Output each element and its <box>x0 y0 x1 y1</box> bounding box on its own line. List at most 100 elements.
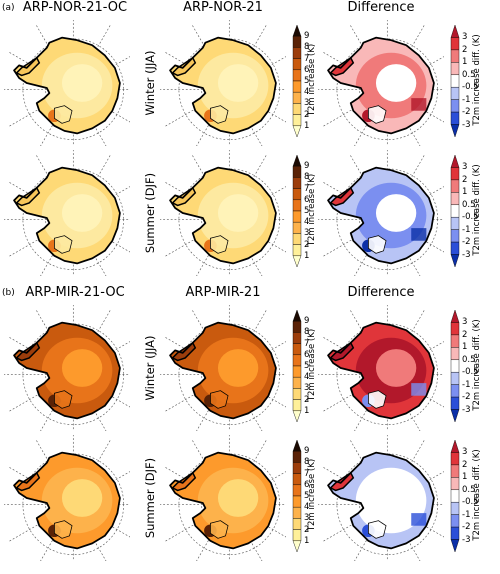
colorbar-segment <box>292 309 302 322</box>
map-s1-r0-c2 <box>318 305 444 431</box>
colorbar-tick-label: 2 <box>304 109 310 120</box>
colorbar-segment <box>450 217 460 230</box>
colorbar-tick-label: 9 <box>304 161 310 172</box>
colorbar-segment <box>450 477 460 490</box>
colorbar-tick-label: 4 <box>304 372 310 383</box>
colorbar-segment <box>450 24 460 38</box>
colorbar-segment <box>450 526 460 540</box>
colorbar-tick-label: -3 <box>462 249 471 260</box>
colorbar-segment <box>450 37 460 51</box>
map-s0-r0-c1 <box>160 20 286 146</box>
colorbar-tick-label: 9 <box>304 446 310 457</box>
colorbar-segment <box>450 372 460 385</box>
colorbar-segment <box>450 111 460 125</box>
diff-colorbar <box>450 154 460 268</box>
row-label: Summer (DJF) <box>143 457 157 539</box>
colorbar-segment <box>292 388 302 400</box>
column-title: ARP-NOR-21 <box>183 0 263 15</box>
colorbar-segment <box>292 69 302 82</box>
row-label: Winter (JJA) <box>143 335 157 401</box>
colorbar-segment <box>292 365 302 378</box>
colorbar-segment <box>292 332 302 344</box>
colorbar-tick-label: 1 <box>304 120 310 131</box>
colorbar-tick-label: 8 <box>304 327 310 338</box>
colorbar-segment <box>292 47 302 59</box>
colorbar-segment <box>292 244 302 256</box>
colorbar-segment <box>292 410 302 423</box>
colorbar-segment <box>292 177 302 189</box>
colorbar-tick-label: 9 <box>304 31 310 42</box>
colorbar-tick-label: -3 <box>462 404 471 415</box>
colorbar-label: T2m increase (K) <box>307 458 317 532</box>
map-s0-r1-c1 <box>160 150 286 276</box>
colorbar-segment <box>292 354 302 367</box>
colorbar-segment <box>292 484 302 497</box>
diff-colorbar <box>450 309 460 423</box>
colorbar-label: T2m increase diff. (K) <box>472 34 482 126</box>
colorbar-tick-label: 3 <box>304 513 310 524</box>
colorbar-tick-label: 2 <box>462 44 468 55</box>
colorbar-tick-label: 3 <box>462 32 468 43</box>
colorbar-segment <box>450 154 460 168</box>
colorbar-segment <box>450 539 460 553</box>
colorbar-segment <box>292 36 302 48</box>
colorbar-tick-label: 6 <box>304 64 310 75</box>
colorbar-segment <box>450 409 460 423</box>
colorbar-tick-label: 5 <box>304 361 310 371</box>
colorbar-tick-label: 6 <box>304 349 310 360</box>
colorbar-label: T2m increase diff. (K) <box>472 164 482 256</box>
colorbar-segment <box>292 166 302 178</box>
colorbar-tick-label: 5 <box>304 76 310 86</box>
row-label: Summer (DJF) <box>143 172 157 254</box>
colorbar-segment <box>450 62 460 75</box>
colorbar-tick-label: 1 <box>462 187 468 198</box>
colorbar-tick-label: 5 <box>304 206 310 216</box>
colorbar-tick-label: 7 <box>304 53 310 64</box>
colorbar-tick-label: -0.5 <box>462 212 479 223</box>
colorbar-segment <box>450 359 460 373</box>
colorbar-tick-label: 3 <box>462 162 468 173</box>
colorbar-segment <box>450 204 460 218</box>
colorbar-label: T2m increase (K) <box>307 328 317 402</box>
map-s0-r1-c0 <box>4 150 130 276</box>
panel-label: (a) <box>2 3 15 13</box>
colorbar-tick-label: 3 <box>462 447 468 458</box>
colorbar-tick-label: -2 <box>462 522 471 533</box>
colorbar-tick-label: 2 <box>304 524 310 535</box>
colorbar-tick-label: 7 <box>304 183 310 194</box>
colorbar-segment <box>292 154 302 167</box>
colorbar-segment <box>292 58 302 70</box>
colorbar-label: T2m increase (K) <box>307 173 317 247</box>
colorbar-tick-label: 9 <box>304 316 310 327</box>
colorbar-segment <box>450 241 460 255</box>
diff-colorbar <box>450 439 460 553</box>
colorbar-tick-label: 2 <box>462 174 468 185</box>
colorbar-tick-label: -1 <box>462 94 471 105</box>
colorbar-segment <box>292 343 302 355</box>
colorbar-tick-label: -3 <box>462 534 471 545</box>
colorbar-segment <box>292 321 302 333</box>
abs-colorbar <box>292 154 302 268</box>
colorbar-segment <box>292 495 302 508</box>
colorbar-tick-label: -0.5 <box>462 367 479 378</box>
colorbar-tick-label: 4 <box>304 217 310 228</box>
colorbar-segment <box>292 222 302 234</box>
colorbar-tick-label: 7 <box>304 338 310 349</box>
map-s0-r1-c2 <box>318 150 444 276</box>
colorbar-tick-label: 1 <box>462 472 468 483</box>
colorbar-tick-label: -0.5 <box>462 497 479 508</box>
colorbar-tick-label: -2 <box>462 107 471 118</box>
colorbar-segment <box>292 199 302 212</box>
column-title: ARP-MIR-21 <box>185 285 261 300</box>
colorbar-segment <box>450 124 460 138</box>
column-title: ARP-MIR-21-OC <box>25 285 125 300</box>
colorbar-segment <box>450 322 460 336</box>
map-s0-r0-c0 <box>4 20 130 146</box>
colorbar-segment <box>450 502 460 515</box>
colorbar-tick-label: 2 <box>304 394 310 405</box>
colorbar-segment <box>292 529 302 541</box>
colorbar-segment <box>450 74 460 88</box>
abs-colorbar <box>292 439 302 553</box>
colorbar-tick-label: -1 <box>462 224 471 235</box>
colorbar-segment <box>450 309 460 323</box>
